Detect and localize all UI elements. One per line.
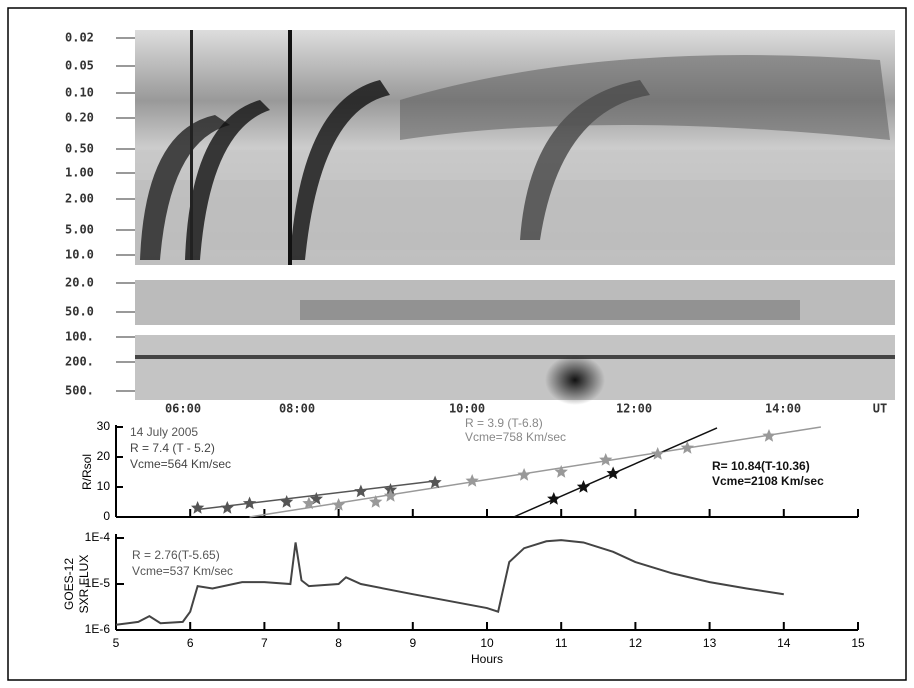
- y-tick-label: 30: [97, 419, 111, 433]
- spectrogram-image: [135, 30, 895, 405]
- annotation: 14 July 2005: [130, 425, 198, 439]
- annotation: R = 2.76(T-5.65): [132, 548, 220, 562]
- y-tick-label: 0: [103, 509, 110, 523]
- x-tick-label: 13: [703, 636, 717, 650]
- gap: [120, 326, 895, 334]
- y-tick-label: 0.20: [65, 111, 94, 125]
- annotation: R= 10.84(T-10.36): [712, 459, 810, 473]
- star-point: [607, 467, 620, 480]
- x-axis-label: Hours: [471, 652, 503, 666]
- y-tick-label: 100.: [65, 330, 94, 344]
- annotation: Vcme=564 Km/sec: [130, 457, 231, 471]
- x-tick-label: 6: [187, 636, 194, 650]
- x-tick-label: 5: [113, 636, 120, 650]
- star-point: [466, 474, 479, 487]
- star-point: [243, 497, 256, 510]
- star-point: [651, 447, 664, 460]
- star-point: [354, 485, 367, 498]
- x-tick-label: 10:00: [449, 402, 485, 416]
- x-tick-label: 7: [261, 636, 268, 650]
- x-tick-label: 14: [777, 636, 791, 650]
- x-tick-label: 10: [480, 636, 494, 650]
- y-tick-label: 10.0: [65, 248, 94, 262]
- star-point: [384, 489, 397, 502]
- annotation: Vcme=2108 Km/sec: [712, 474, 824, 488]
- annotation: R = 3.9 (T-6.8): [465, 416, 543, 430]
- y-tick-label: 0.10: [65, 86, 94, 100]
- y-tick-label: 1E-4: [85, 530, 111, 544]
- y-tick-label: 0.50: [65, 142, 94, 156]
- y-tick-label: 20.0: [65, 276, 94, 290]
- star-point: [517, 468, 530, 481]
- x-tick-label: 15: [851, 636, 865, 650]
- x-tick-label: 12:00: [616, 402, 652, 416]
- y-tick-label: 0.05: [65, 59, 94, 73]
- star-point: [280, 495, 293, 508]
- y-tick-label: 500.: [65, 384, 94, 398]
- x-tick-label: 06:00: [165, 402, 201, 416]
- x-tick-label: 14:00: [765, 402, 801, 416]
- y-axis-label: GOES-12: [62, 558, 76, 610]
- annotation: Vcme=758 Km/sec: [465, 430, 566, 444]
- y-axis-label: SXR FLUX: [77, 555, 91, 614]
- star-point: [191, 501, 204, 514]
- y-tick-label: 1.00: [65, 166, 94, 180]
- y-axis-label: R/Rsol: [80, 454, 94, 490]
- x-tick-label: 12: [629, 636, 643, 650]
- x-tick-label: 08:00: [279, 402, 315, 416]
- annotation: R = 7.4 (T - 5.2): [130, 441, 215, 455]
- y-tick-label: 10: [97, 479, 111, 493]
- y-tick-label: 0.02: [65, 31, 94, 45]
- y-tick-label: 20: [97, 449, 111, 463]
- figure: 0.02 0.05 0.10 0.20 0.50 1.00 2.00 5.00 10.0 20.0…: [0, 0, 914, 688]
- y-tick-label: 5.00: [65, 223, 94, 237]
- x-tick-label: 8: [335, 636, 342, 650]
- annotation: Vcme=537 Km/sec: [132, 564, 233, 578]
- y-tick-label: 50.0: [65, 305, 94, 319]
- x-tick-label: UT: [873, 402, 887, 416]
- y-tick-label: 1E-6: [85, 622, 111, 636]
- x-tick-label: 11: [555, 636, 568, 650]
- star-point: [762, 429, 775, 442]
- star-point: [577, 480, 590, 493]
- star-point: [332, 498, 345, 511]
- x-tick-label: 9: [409, 636, 416, 650]
- gap: [120, 265, 895, 279]
- star-point: [547, 492, 560, 505]
- star-point: [599, 453, 612, 466]
- star-point: [221, 501, 234, 514]
- y-tick-label: 2.00: [65, 192, 94, 206]
- y-tick-label: 200.: [65, 355, 94, 369]
